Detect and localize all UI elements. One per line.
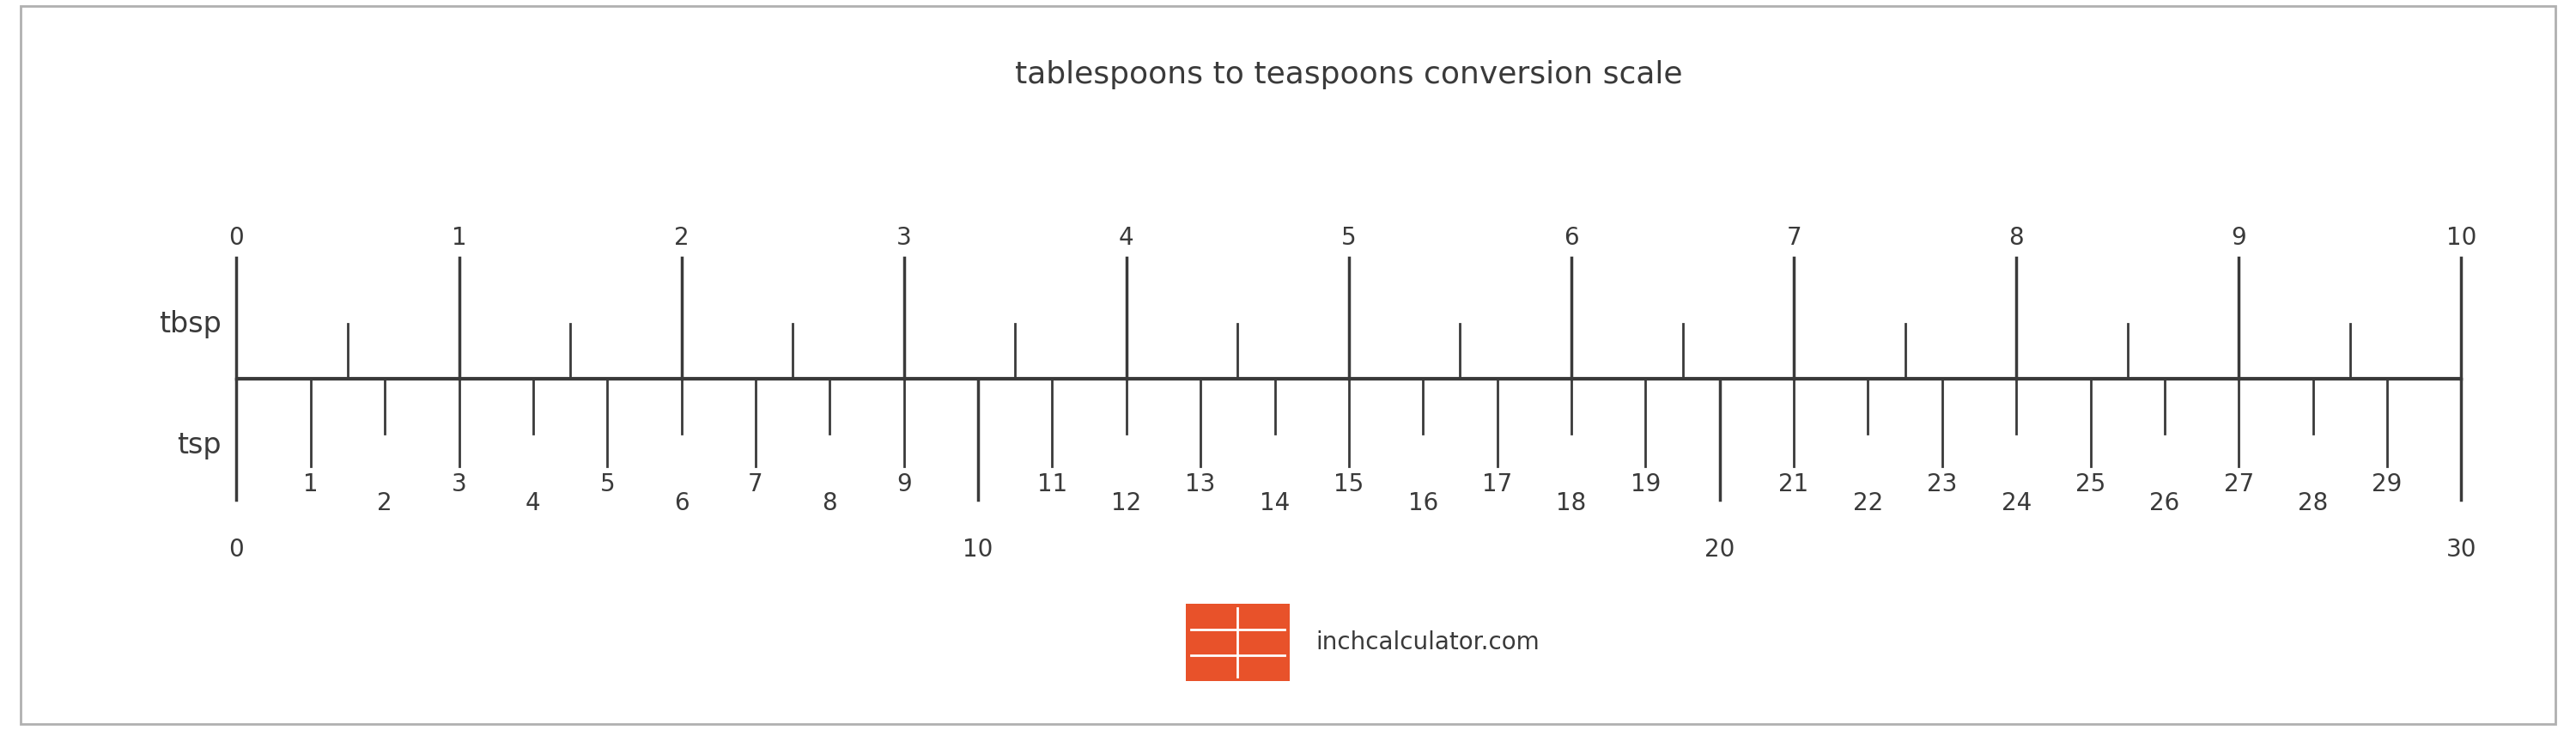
Text: 28: 28	[2298, 491, 2329, 515]
Text: tsp: tsp	[178, 431, 222, 459]
Text: 27: 27	[2223, 472, 2254, 496]
Text: 3: 3	[451, 472, 466, 496]
Text: 22: 22	[1852, 491, 1883, 515]
Text: 21: 21	[1777, 472, 1808, 496]
Text: 4: 4	[526, 491, 541, 515]
Text: inchcalculator.com: inchcalculator.com	[1316, 630, 1540, 654]
Text: 4: 4	[1118, 226, 1133, 250]
Text: 24: 24	[2002, 491, 2032, 515]
Text: 15: 15	[1334, 472, 1365, 496]
Text: tablespoons to teaspoons conversion scale: tablespoons to teaspoons conversion scal…	[1015, 61, 1682, 90]
Text: 7: 7	[1785, 226, 1801, 250]
Text: 30: 30	[2447, 538, 2476, 562]
Text: 8: 8	[2009, 226, 2025, 250]
Text: 29: 29	[2372, 472, 2403, 496]
Text: 17: 17	[1481, 472, 1512, 496]
Text: 18: 18	[1556, 491, 1587, 515]
Text: 9: 9	[896, 472, 912, 496]
Text: 13: 13	[1185, 472, 1216, 496]
Text: 7: 7	[747, 472, 762, 496]
Text: 10: 10	[963, 538, 994, 562]
Text: 14: 14	[1260, 491, 1291, 515]
Text: 11: 11	[1038, 472, 1066, 496]
Text: 10: 10	[2447, 226, 2476, 250]
Text: 9: 9	[2231, 226, 2246, 250]
Text: 23: 23	[1927, 472, 1958, 496]
Text: 26: 26	[2148, 491, 2179, 515]
Text: 25: 25	[2076, 472, 2105, 496]
Text: 8: 8	[822, 491, 837, 515]
Text: 0: 0	[229, 226, 245, 250]
Text: 1: 1	[304, 472, 319, 496]
Text: 16: 16	[1409, 491, 1437, 515]
Text: 1: 1	[451, 226, 466, 250]
Text: 0: 0	[229, 538, 245, 562]
Text: 5: 5	[600, 472, 616, 496]
Text: 19: 19	[1631, 472, 1662, 496]
Text: 20: 20	[1705, 538, 1734, 562]
Text: 5: 5	[1342, 226, 1358, 250]
Text: 2: 2	[376, 491, 392, 515]
Text: 3: 3	[896, 226, 912, 250]
Text: 12: 12	[1110, 491, 1141, 515]
Text: tbsp: tbsp	[160, 310, 222, 339]
FancyBboxPatch shape	[1185, 604, 1291, 680]
Text: 6: 6	[675, 491, 688, 515]
Text: 2: 2	[675, 226, 688, 250]
Text: 6: 6	[1564, 226, 1579, 250]
